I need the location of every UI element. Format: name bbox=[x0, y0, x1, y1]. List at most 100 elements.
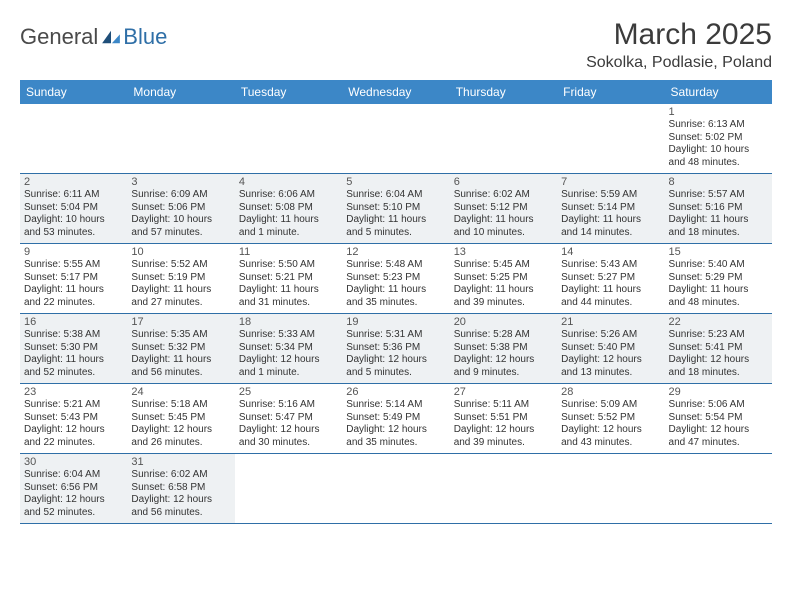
day-info-line: Sunset: 5:34 PM bbox=[239, 342, 338, 355]
day-info-line: Sunrise: 5:16 AM bbox=[239, 399, 338, 412]
calendar-day bbox=[342, 454, 449, 523]
day-info-line: Sunrise: 5:11 AM bbox=[454, 399, 553, 412]
calendar-day bbox=[450, 104, 557, 173]
calendar-body: 1Sunrise: 6:13 AMSunset: 5:02 PMDaylight… bbox=[20, 104, 772, 524]
day-info-line: Sunrise: 5:50 AM bbox=[239, 259, 338, 272]
day-info-line: and 14 minutes. bbox=[561, 227, 660, 240]
calendar-week: 9Sunrise: 5:55 AMSunset: 5:17 PMDaylight… bbox=[20, 244, 772, 314]
day-info-line: Daylight: 11 hours bbox=[454, 284, 553, 297]
calendar-day: 15Sunrise: 5:40 AMSunset: 5:29 PMDayligh… bbox=[665, 244, 772, 313]
day-info-line: and 56 minutes. bbox=[131, 367, 230, 380]
day-info-line: Sunset: 5:40 PM bbox=[561, 342, 660, 355]
day-info-line: Daylight: 11 hours bbox=[239, 214, 338, 227]
day-number: 29 bbox=[669, 386, 768, 398]
day-info-line: Sunrise: 5:21 AM bbox=[24, 399, 123, 412]
day-number: 18 bbox=[239, 316, 338, 328]
day-info-line: Sunset: 5:17 PM bbox=[24, 272, 123, 285]
header-wednesday: Wednesday bbox=[342, 80, 449, 104]
day-info-line: Daylight: 12 hours bbox=[239, 354, 338, 367]
day-number: 27 bbox=[454, 386, 553, 398]
day-info-line: Daylight: 11 hours bbox=[131, 284, 230, 297]
header-saturday: Saturday bbox=[665, 80, 772, 104]
day-info-line: Daylight: 11 hours bbox=[346, 284, 445, 297]
day-info-line: and 26 minutes. bbox=[131, 437, 230, 450]
day-info-line: Daylight: 11 hours bbox=[239, 284, 338, 297]
day-info-line: and 22 minutes. bbox=[24, 297, 123, 310]
day-info-line: Sunrise: 5:14 AM bbox=[346, 399, 445, 412]
calendar-day: 14Sunrise: 5:43 AMSunset: 5:27 PMDayligh… bbox=[557, 244, 664, 313]
day-number: 7 bbox=[561, 176, 660, 188]
calendar-day: 4Sunrise: 6:06 AMSunset: 5:08 PMDaylight… bbox=[235, 174, 342, 243]
calendar: Sunday Monday Tuesday Wednesday Thursday… bbox=[20, 80, 772, 524]
day-number: 23 bbox=[24, 386, 123, 398]
calendar-day: 16Sunrise: 5:38 AMSunset: 5:30 PMDayligh… bbox=[20, 314, 127, 383]
day-info-line: Sunset: 5:10 PM bbox=[346, 202, 445, 215]
calendar-day: 11Sunrise: 5:50 AMSunset: 5:21 PMDayligh… bbox=[235, 244, 342, 313]
day-info-line: Sunset: 5:54 PM bbox=[669, 412, 768, 425]
day-info-line: Daylight: 12 hours bbox=[131, 424, 230, 437]
calendar-week: 1Sunrise: 6:13 AMSunset: 5:02 PMDaylight… bbox=[20, 104, 772, 174]
calendar-day: 30Sunrise: 6:04 AMSunset: 6:56 PMDayligh… bbox=[20, 454, 127, 523]
day-info-line: Daylight: 11 hours bbox=[669, 214, 768, 227]
day-info-line: Daylight: 12 hours bbox=[561, 424, 660, 437]
calendar-day: 6Sunrise: 6:02 AMSunset: 5:12 PMDaylight… bbox=[450, 174, 557, 243]
calendar-day: 24Sunrise: 5:18 AMSunset: 5:45 PMDayligh… bbox=[127, 384, 234, 453]
day-info-line: Daylight: 12 hours bbox=[239, 424, 338, 437]
day-info-line: and 18 minutes. bbox=[669, 367, 768, 380]
calendar-day: 2Sunrise: 6:11 AMSunset: 5:04 PMDaylight… bbox=[20, 174, 127, 243]
day-number: 15 bbox=[669, 246, 768, 258]
calendar-day: 12Sunrise: 5:48 AMSunset: 5:23 PMDayligh… bbox=[342, 244, 449, 313]
header-thursday: Thursday bbox=[450, 80, 557, 104]
day-info-line: Daylight: 12 hours bbox=[669, 354, 768, 367]
day-info-line: and 52 minutes. bbox=[24, 507, 123, 520]
day-info-line: Daylight: 10 hours bbox=[24, 214, 123, 227]
day-info-line: Sunrise: 5:48 AM bbox=[346, 259, 445, 272]
day-info-line: Daylight: 12 hours bbox=[669, 424, 768, 437]
day-number: 12 bbox=[346, 246, 445, 258]
day-number: 17 bbox=[131, 316, 230, 328]
day-number: 16 bbox=[24, 316, 123, 328]
day-info-line: Daylight: 12 hours bbox=[454, 354, 553, 367]
day-info-line: Daylight: 12 hours bbox=[131, 494, 230, 507]
calendar-day: 23Sunrise: 5:21 AMSunset: 5:43 PMDayligh… bbox=[20, 384, 127, 453]
day-info-line: Sunrise: 5:33 AM bbox=[239, 329, 338, 342]
day-info-line: and 13 minutes. bbox=[561, 367, 660, 380]
day-info-line: and 31 minutes. bbox=[239, 297, 338, 310]
day-info-line: Sunset: 5:41 PM bbox=[669, 342, 768, 355]
day-info-line: Sunset: 5:45 PM bbox=[131, 412, 230, 425]
calendar-day bbox=[235, 104, 342, 173]
day-info-line: Sunrise: 5:43 AM bbox=[561, 259, 660, 272]
day-info-line: Daylight: 12 hours bbox=[454, 424, 553, 437]
title-block: March 2025 Sokolka, Podlasie, Poland bbox=[586, 18, 772, 72]
day-info-line: and 56 minutes. bbox=[131, 507, 230, 520]
calendar-day: 22Sunrise: 5:23 AMSunset: 5:41 PMDayligh… bbox=[665, 314, 772, 383]
calendar-week: 23Sunrise: 5:21 AMSunset: 5:43 PMDayligh… bbox=[20, 384, 772, 454]
calendar-day bbox=[342, 104, 449, 173]
calendar-day bbox=[665, 454, 772, 523]
calendar-day: 31Sunrise: 6:02 AMSunset: 6:58 PMDayligh… bbox=[127, 454, 234, 523]
day-info-line: Sunrise: 6:09 AM bbox=[131, 189, 230, 202]
day-number: 1 bbox=[669, 106, 768, 118]
day-info-line: Daylight: 12 hours bbox=[24, 494, 123, 507]
day-number: 4 bbox=[239, 176, 338, 188]
day-info-line: Sunset: 5:29 PM bbox=[669, 272, 768, 285]
calendar-day bbox=[20, 104, 127, 173]
day-info-line: and 39 minutes. bbox=[454, 437, 553, 450]
day-number: 25 bbox=[239, 386, 338, 398]
header-friday: Friday bbox=[557, 80, 664, 104]
calendar-day: 13Sunrise: 5:45 AMSunset: 5:25 PMDayligh… bbox=[450, 244, 557, 313]
day-info-line: Sunrise: 6:04 AM bbox=[346, 189, 445, 202]
day-info-line: Daylight: 12 hours bbox=[346, 354, 445, 367]
day-info-line: Daylight: 11 hours bbox=[24, 354, 123, 367]
day-number: 10 bbox=[131, 246, 230, 258]
day-info-line: and 10 minutes. bbox=[454, 227, 553, 240]
day-info-line: Sunset: 5:30 PM bbox=[24, 342, 123, 355]
day-info-line: and 53 minutes. bbox=[24, 227, 123, 240]
calendar-day: 27Sunrise: 5:11 AMSunset: 5:51 PMDayligh… bbox=[450, 384, 557, 453]
day-info-line: Sunrise: 5:38 AM bbox=[24, 329, 123, 342]
day-info-line: and 1 minute. bbox=[239, 367, 338, 380]
calendar-day: 5Sunrise: 6:04 AMSunset: 5:10 PMDaylight… bbox=[342, 174, 449, 243]
day-info-line: Sunset: 5:23 PM bbox=[346, 272, 445, 285]
calendar-day: 19Sunrise: 5:31 AMSunset: 5:36 PMDayligh… bbox=[342, 314, 449, 383]
calendar-day bbox=[450, 454, 557, 523]
